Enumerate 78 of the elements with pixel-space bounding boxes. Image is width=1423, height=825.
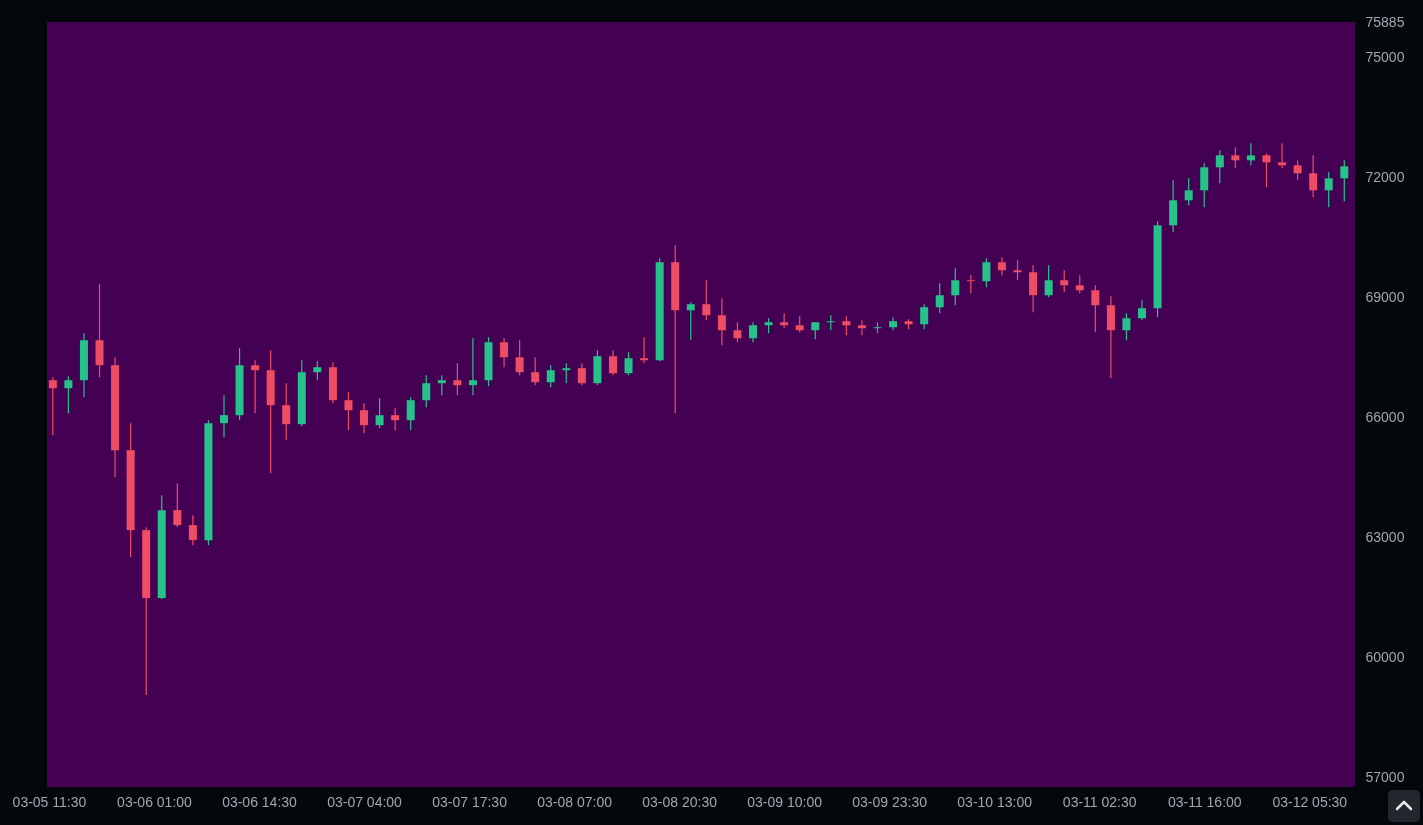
candlestick bbox=[733, 321, 742, 343]
y-tick-label: 66000 bbox=[1365, 408, 1405, 425]
x-tick-label: 03-07 17:30 bbox=[432, 793, 508, 810]
y-tick-label: 75000 bbox=[1365, 48, 1405, 65]
candlestick bbox=[219, 394, 228, 438]
candlestick bbox=[468, 337, 477, 396]
candlestick bbox=[1309, 154, 1318, 198]
candlestick bbox=[1184, 177, 1193, 206]
candlestick bbox=[717, 297, 726, 346]
candlestick bbox=[982, 257, 991, 288]
candlestick bbox=[577, 362, 586, 386]
x-tick-label: 03-09 23:30 bbox=[852, 793, 928, 810]
candlestick bbox=[500, 337, 509, 368]
candlestick bbox=[951, 267, 960, 306]
candlestick bbox=[1324, 171, 1333, 208]
candlestick bbox=[997, 256, 1006, 276]
candlestick bbox=[251, 359, 260, 414]
candlestick bbox=[1200, 162, 1209, 208]
candlestick bbox=[1044, 264, 1053, 298]
candlestick bbox=[1340, 159, 1349, 202]
candlestick bbox=[1246, 142, 1255, 166]
candlestick bbox=[1278, 142, 1287, 169]
x-tick-label: 03-05 11:30 bbox=[12, 793, 87, 810]
candlestick bbox=[686, 301, 695, 341]
x-tick-label: 03-08 20:30 bbox=[642, 793, 718, 810]
candlestick bbox=[64, 375, 73, 414]
x-tick-label: 03-06 14:30 bbox=[222, 793, 298, 810]
y-tick-label: 69000 bbox=[1365, 288, 1405, 305]
y-tick-label: 57000 bbox=[1365, 768, 1405, 785]
candlestick bbox=[842, 315, 851, 336]
candlestick bbox=[1091, 284, 1100, 333]
x-tick-label: 03-10 13:00 bbox=[957, 793, 1033, 810]
candlestick bbox=[173, 482, 182, 528]
candlestick bbox=[453, 362, 462, 396]
candlestick bbox=[48, 376, 57, 436]
y-tick-label: 75885 bbox=[1365, 13, 1405, 30]
candlestick bbox=[608, 349, 617, 376]
x-tick-label: 03-06 01:00 bbox=[117, 793, 193, 810]
candlestick bbox=[920, 303, 929, 330]
y-tick-label: 60000 bbox=[1365, 648, 1405, 665]
candlestick bbox=[546, 364, 555, 388]
y-tick-label: 72000 bbox=[1365, 168, 1405, 185]
candlestick bbox=[1215, 149, 1224, 184]
x-tick-label: 03-09 10:00 bbox=[747, 793, 823, 810]
x-tick-label: 03-11 16:00 bbox=[1167, 793, 1242, 810]
candlestick bbox=[422, 374, 431, 408]
candlestick bbox=[282, 382, 291, 441]
candlestick bbox=[1013, 259, 1022, 281]
candlestick bbox=[1231, 146, 1240, 169]
candlestick bbox=[1293, 159, 1302, 181]
candlestick bbox=[360, 402, 369, 434]
candlestick bbox=[531, 356, 540, 386]
candlestick bbox=[702, 279, 711, 321]
candlestick bbox=[188, 514, 197, 546]
candlestick bbox=[1029, 264, 1038, 313]
candlestick bbox=[1060, 269, 1069, 293]
candlestick bbox=[1138, 299, 1146, 321]
candlestick bbox=[749, 321, 758, 343]
candlestick bbox=[935, 282, 944, 314]
x-tick-label: 03-11 02:30 bbox=[1062, 793, 1137, 810]
candlestick bbox=[1262, 152, 1271, 188]
candlestick bbox=[562, 362, 571, 384]
candlestick bbox=[375, 397, 384, 429]
x-tick-label: 03-12 05:30 bbox=[1272, 793, 1348, 810]
candlestick bbox=[515, 339, 524, 376]
y-tick-label: 63000 bbox=[1365, 528, 1405, 545]
candlestick bbox=[857, 319, 866, 336]
candlestick bbox=[391, 407, 400, 431]
candlestick bbox=[624, 351, 633, 376]
candlestick bbox=[437, 374, 446, 396]
candlestick bbox=[406, 396, 415, 431]
candlestick bbox=[344, 391, 353, 431]
candlestick bbox=[640, 336, 649, 364]
candlestick bbox=[780, 312, 789, 329]
x-tick-label: 03-08 07:00 bbox=[537, 793, 613, 810]
x-tick-label: 03-07 04:00 bbox=[327, 793, 403, 810]
candlestick bbox=[1122, 312, 1131, 341]
candlestick bbox=[313, 360, 322, 381]
